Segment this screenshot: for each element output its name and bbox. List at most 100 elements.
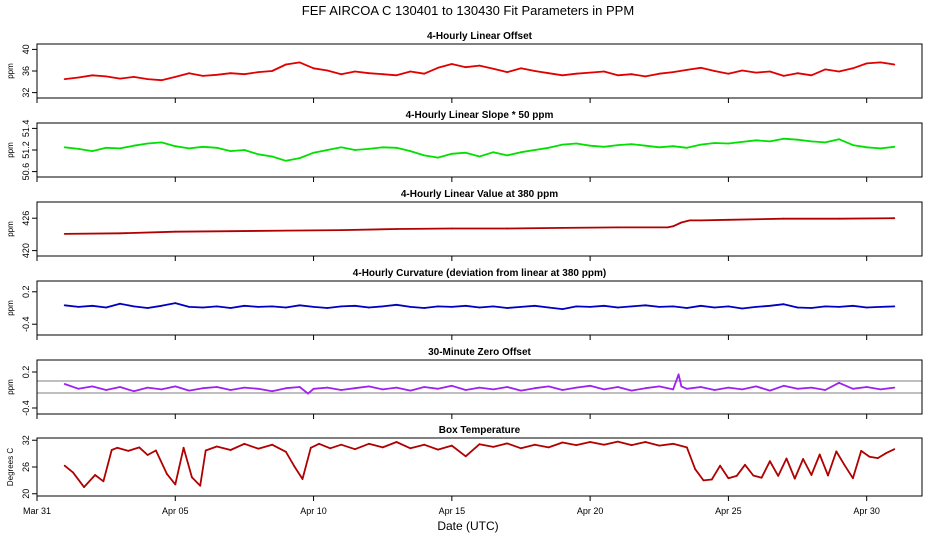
data-point (686, 146, 688, 149)
data-point (188, 72, 191, 75)
data-point (354, 304, 356, 307)
data-point (298, 304, 301, 307)
data-point (298, 157, 301, 160)
data-point (755, 306, 757, 308)
data-point (132, 305, 135, 308)
data-point (105, 75, 107, 78)
y-tick-label: 40 (21, 44, 31, 54)
data-point (312, 67, 315, 70)
data-point (672, 442, 674, 445)
data-point (146, 454, 149, 456)
data-point (174, 385, 177, 388)
data-point (423, 307, 426, 309)
data-point (285, 229, 287, 232)
data-point (423, 72, 426, 75)
data-point (865, 62, 868, 65)
data-point (368, 442, 370, 445)
data-point (229, 230, 232, 233)
data-point (760, 476, 763, 479)
data-point (879, 61, 882, 64)
x-axis: Mar 31 Apr 05 Apr 10 Apr 15 Apr 20 Apr 25 Apr … (23, 506, 880, 516)
y-axis-label: ppm (6, 300, 15, 316)
data-point (257, 306, 260, 308)
data-point (409, 306, 412, 308)
data-point (769, 140, 771, 143)
data-point (686, 307, 688, 309)
data-point (802, 458, 804, 460)
data-point (119, 147, 121, 150)
data-point (354, 448, 356, 451)
data-point (340, 443, 343, 446)
data-point (166, 473, 168, 475)
data-point (381, 446, 384, 449)
data-point (824, 389, 827, 391)
data-point (160, 141, 163, 144)
data-point (395, 228, 398, 230)
data-point (603, 145, 605, 148)
data-point (91, 304, 94, 307)
data-point (589, 384, 591, 387)
data-point (326, 149, 329, 151)
data-point (63, 304, 66, 307)
data-point (160, 388, 163, 391)
data-point (810, 474, 813, 476)
data-point (229, 389, 232, 391)
data-point (450, 384, 453, 387)
data-point (752, 474, 755, 477)
data-point (561, 74, 564, 77)
data-point (271, 443, 273, 446)
data-point (72, 471, 74, 474)
data-point (204, 449, 207, 452)
y-tick-label: -0.4 (21, 400, 31, 416)
data-point (478, 386, 481, 389)
data-point (506, 442, 509, 445)
data-point (658, 306, 661, 308)
data-point (852, 477, 854, 480)
data-point (243, 304, 246, 307)
data-point (843, 464, 846, 467)
data-point (589, 306, 591, 308)
data-point (202, 306, 204, 309)
data-point (782, 384, 785, 387)
data-point (533, 387, 536, 390)
data-point (199, 484, 202, 487)
panels: 4-Hourly Linear Offsetppm3236404-Hourly … (6, 31, 923, 516)
data-point (188, 389, 191, 392)
data-point (506, 154, 509, 157)
data-point (340, 146, 343, 149)
data-point (885, 452, 887, 455)
data-point (879, 306, 882, 308)
data-point (603, 388, 605, 391)
data-point (464, 304, 467, 307)
data-point (119, 232, 121, 235)
data-point (77, 306, 80, 308)
y-tick-label: 0.2 (21, 366, 31, 379)
data-point (755, 385, 757, 388)
data-point (777, 475, 780, 477)
data-point (191, 476, 193, 479)
y-tick-label: 420 (21, 243, 31, 258)
data-point (520, 67, 522, 70)
data-point (155, 449, 157, 452)
data-point (520, 306, 522, 308)
data-point (478, 64, 481, 67)
data-point (838, 138, 840, 141)
data-point (409, 389, 412, 392)
data-point (630, 305, 633, 308)
data-point (561, 227, 564, 229)
y-axis-label: ppm (6, 63, 15, 79)
data-point (271, 305, 273, 308)
data-point (713, 142, 716, 144)
data-point (174, 230, 177, 233)
data-point (381, 146, 384, 149)
data-point (769, 389, 771, 392)
panel-frame (36, 122, 923, 178)
data-point (686, 446, 688, 449)
data-point (810, 386, 813, 389)
data-point (437, 66, 439, 69)
panel-5: 30-Minute Zero Offset ppm -0.4 0.2 (6, 347, 923, 419)
data-point (229, 449, 232, 451)
data-point (188, 306, 191, 308)
data-point (506, 227, 509, 230)
data-point (409, 447, 412, 450)
